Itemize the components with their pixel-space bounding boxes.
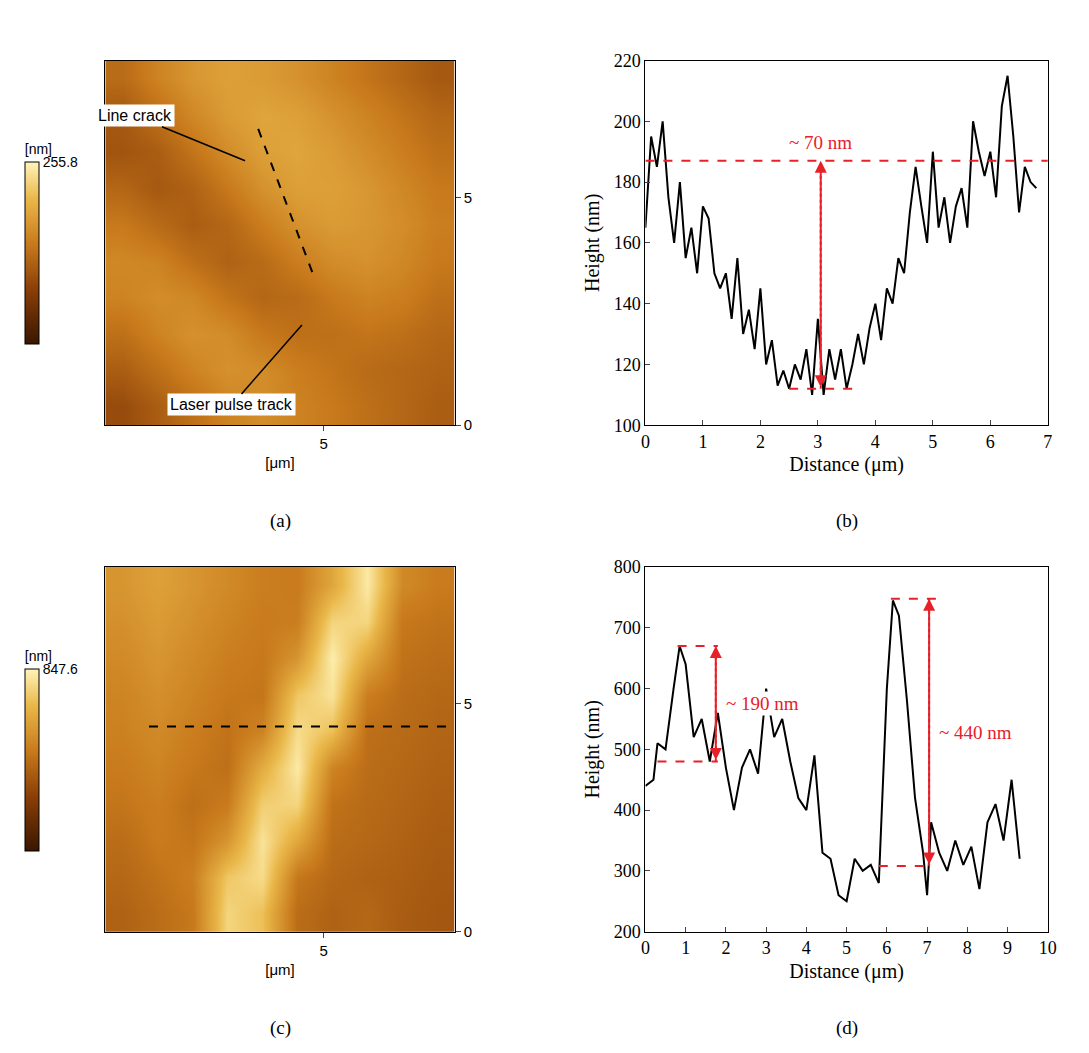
svg-text:100: 100 xyxy=(614,416,641,436)
svg-text:600: 600 xyxy=(614,679,641,699)
svg-text:Distance (μm): Distance (μm) xyxy=(789,960,904,983)
svg-text:0: 0 xyxy=(641,938,650,958)
svg-text:Line crack: Line crack xyxy=(98,107,172,124)
svg-text:180: 180 xyxy=(614,172,641,192)
svg-text:300: 300 xyxy=(614,861,641,881)
svg-text:140: 140 xyxy=(614,294,641,314)
svg-text:[nm]: [nm] xyxy=(25,141,52,157)
svg-text:800: 800 xyxy=(614,557,641,577)
svg-text:~ 440 nm: ~ 440 nm xyxy=(939,722,1012,743)
svg-text:847.6: 847.6 xyxy=(43,661,78,677)
svg-text:200: 200 xyxy=(614,922,641,942)
svg-text:5: 5 xyxy=(842,938,851,958)
svg-text:1: 1 xyxy=(681,938,690,958)
svg-text:6: 6 xyxy=(882,938,891,958)
svg-text:~ 70 nm: ~ 70 nm xyxy=(789,132,852,153)
svg-text:[nm]: [nm] xyxy=(25,648,52,664)
svg-text:200: 200 xyxy=(614,112,641,132)
svg-text:5: 5 xyxy=(464,695,472,712)
svg-text:400: 400 xyxy=(614,800,641,820)
svg-text:Height (nm): Height (nm) xyxy=(581,700,604,798)
svg-text:160: 160 xyxy=(614,233,641,253)
svg-text:Laser pulse track: Laser pulse track xyxy=(170,396,293,413)
svg-text:220: 220 xyxy=(614,51,641,71)
svg-text:255.8: 255.8 xyxy=(43,154,78,170)
svg-text:[μm]: [μm] xyxy=(265,454,294,471)
svg-text:3: 3 xyxy=(813,432,822,452)
svg-text:0: 0 xyxy=(464,923,472,940)
svg-text:[μm]: [μm] xyxy=(265,961,294,978)
svg-text:4: 4 xyxy=(871,432,880,452)
svg-text:(c): (c) xyxy=(270,1017,291,1039)
svg-text:1: 1 xyxy=(698,432,707,452)
svg-text:120: 120 xyxy=(614,355,641,375)
svg-text:5: 5 xyxy=(464,189,472,206)
svg-text:500: 500 xyxy=(614,740,641,760)
svg-text:4: 4 xyxy=(802,938,811,958)
svg-text:6: 6 xyxy=(986,432,995,452)
svg-text:Distance (μm): Distance (μm) xyxy=(789,453,904,476)
svg-text:0: 0 xyxy=(641,432,650,452)
svg-text:(a): (a) xyxy=(270,510,291,532)
svg-text:5: 5 xyxy=(320,942,328,959)
svg-text:2: 2 xyxy=(756,432,765,452)
svg-text:(b): (b) xyxy=(836,510,858,532)
svg-text:5: 5 xyxy=(320,435,328,452)
svg-text:2: 2 xyxy=(721,938,730,958)
svg-text:5: 5 xyxy=(928,432,937,452)
svg-text:10: 10 xyxy=(1039,938,1057,958)
svg-text:0: 0 xyxy=(464,416,472,433)
svg-text:700: 700 xyxy=(614,618,641,638)
svg-text:8: 8 xyxy=(963,938,972,958)
svg-text:7: 7 xyxy=(1043,432,1052,452)
svg-text:9: 9 xyxy=(1003,938,1012,958)
svg-text:3: 3 xyxy=(762,938,771,958)
svg-text:7: 7 xyxy=(923,938,932,958)
svg-text:(d): (d) xyxy=(836,1017,858,1039)
svg-text:Height (nm): Height (nm) xyxy=(581,194,604,292)
svg-text:~ 190 nm: ~ 190 nm xyxy=(726,693,799,714)
